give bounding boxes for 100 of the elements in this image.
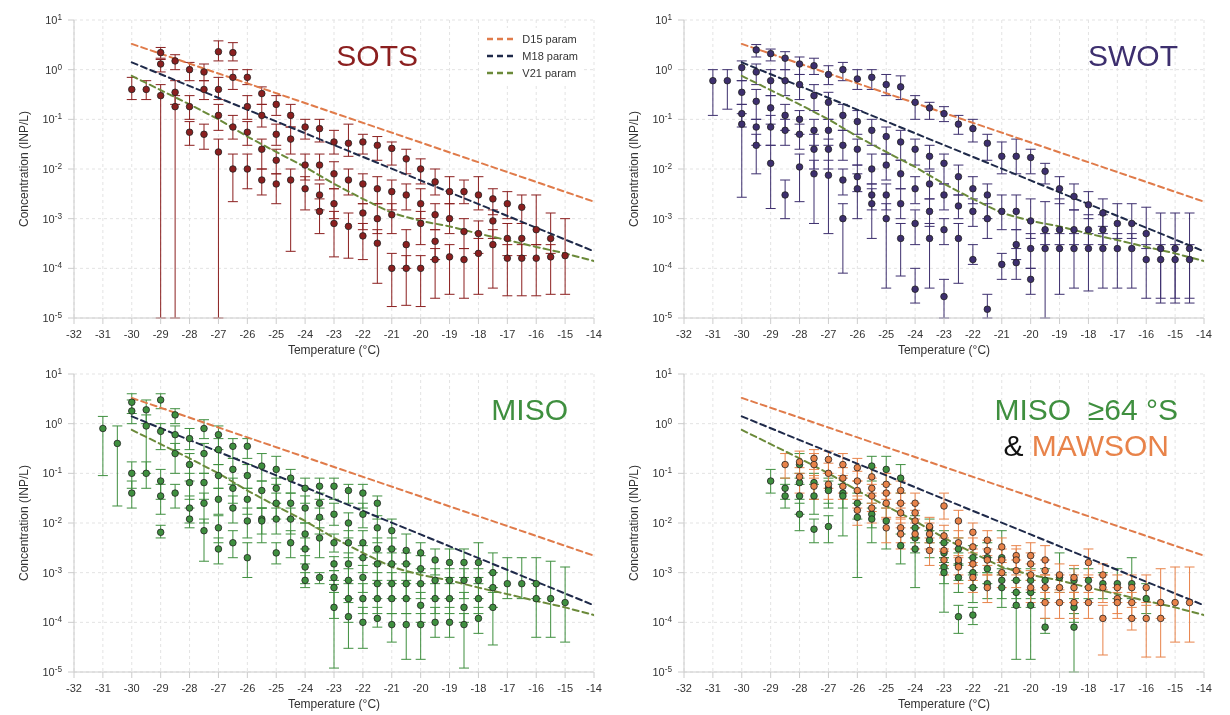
- series-label: SOTS: [336, 39, 418, 72]
- y-tick-label: 10$^{-1}$: [42, 111, 63, 126]
- x-tick-label: -27: [210, 328, 227, 340]
- x-tick-label: -26: [239, 328, 256, 340]
- x-axis-title: Temperature (°C): [897, 697, 991, 711]
- x-tick-label: -14: [1196, 682, 1212, 694]
- x-tick-label: -17: [499, 328, 516, 340]
- x-tick-label: -25: [268, 328, 285, 340]
- x-tick-label: -26: [239, 682, 256, 694]
- x-tick-label: -19: [1051, 328, 1068, 340]
- x-tick-label: -31: [704, 328, 721, 340]
- x-tick-label: -16: [528, 682, 545, 694]
- x-tick-label: -29: [762, 682, 779, 694]
- y-tick-label: 10$^{0}$: [655, 62, 673, 76]
- x-tick-label: -28: [791, 682, 808, 694]
- y-tick-label: 10$^{-4}$: [42, 614, 63, 629]
- x-tick-label: -19: [441, 682, 458, 694]
- x-tick-label: -31: [94, 682, 111, 694]
- x-tick-label: -21: [993, 328, 1010, 340]
- y-axis-title: Concentration (INP/L): [17, 110, 32, 228]
- y-axis-title: Concentration (INP/L): [627, 464, 642, 582]
- x-tick-label: -21: [383, 328, 400, 340]
- x-tick-label: -24: [297, 328, 314, 340]
- x-tick-label: -18: [1080, 682, 1097, 694]
- x-tick-label: -29: [762, 328, 779, 340]
- x-tick-label: -26: [849, 328, 866, 340]
- x-tick-label: -14: [1196, 328, 1212, 340]
- y-tick-label: 10$^{0}$: [45, 416, 63, 430]
- y-tick-label: 10$^{-1}$: [652, 465, 673, 480]
- y-tick-label: 10$^{1}$: [45, 366, 63, 380]
- x-tick-label: -29: [152, 328, 169, 340]
- x-tick-label: -30: [123, 682, 140, 694]
- x-tick-label: -18: [470, 682, 487, 694]
- x-tick-label: -28: [181, 682, 198, 694]
- x-tick-label: -14: [586, 328, 602, 340]
- y-tick-label: 10$^{-3}$: [42, 211, 63, 225]
- x-tick-label: -28: [181, 328, 198, 340]
- x-tick-label: -24: [907, 328, 924, 340]
- y-axis-title: Concentration (INP/L): [17, 464, 32, 582]
- x-tick-label: -17: [499, 682, 516, 694]
- x-tick-label: -30: [123, 328, 140, 340]
- x-tick-label: -15: [1167, 682, 1184, 694]
- y-tick-label: 10$^{-1}$: [42, 465, 63, 480]
- x-tick-label: -14: [586, 682, 602, 694]
- x-tick-label: -15: [557, 328, 574, 340]
- y-tick-label: 10$^{1}$: [655, 366, 673, 380]
- y-tick-label: 10$^{1}$: [655, 12, 673, 26]
- x-tick-label: -31: [94, 328, 111, 340]
- x-tick-label: -16: [528, 328, 545, 340]
- y-tick-label: 10$^{-5}$: [652, 310, 673, 324]
- x-tick-label: -22: [354, 328, 371, 340]
- x-tick-label: -27: [820, 682, 837, 694]
- x-tick-label: -20: [412, 682, 429, 694]
- x-tick-label: -26: [849, 682, 866, 694]
- x-tick-label: -20: [1022, 328, 1039, 340]
- x-tick-label: -19: [441, 328, 458, 340]
- x-tick-label: -29: [152, 682, 169, 694]
- x-axis-title: Temperature (°C): [287, 343, 381, 357]
- legend-label: D15 param: [522, 32, 577, 45]
- x-axis-title: Temperature (°C): [287, 697, 381, 711]
- x-tick-label: -25: [268, 682, 285, 694]
- x-tick-label: -15: [1167, 328, 1184, 340]
- x-tick-label: -20: [1022, 682, 1039, 694]
- x-tick-label: -21: [383, 682, 400, 694]
- legend-label: M18 param: [522, 49, 578, 62]
- x-tick-label: -28: [791, 328, 808, 340]
- x-tick-label: -23: [326, 328, 342, 340]
- y-tick-label: 10$^{-4}$: [652, 260, 673, 275]
- text: MISO ≥64 °S: [994, 393, 1178, 426]
- y-tick-label: 10$^{-5}$: [42, 664, 63, 678]
- x-tick-label: -18: [1080, 328, 1097, 340]
- y-tick-label: 10$^{-4}$: [652, 614, 673, 629]
- y-tick-label: 10$^{-2}$: [42, 515, 63, 529]
- y-tick-label: 10$^{-5}$: [42, 310, 63, 324]
- y-tick-label: 10$^{-3}$: [652, 565, 673, 579]
- y-axis-title: Concentration (INP/L): [627, 110, 642, 228]
- y-tick-label: 10$^{-1}$: [652, 111, 673, 126]
- x-tick-label: -23: [936, 682, 952, 694]
- legend-label: V21 param: [522, 66, 577, 79]
- x-tick-label: -16: [1138, 682, 1155, 694]
- x-axis-title: Temperature (°C): [897, 343, 991, 357]
- x-tick-label: -23: [326, 682, 342, 694]
- x-tick-label: -16: [1138, 328, 1155, 340]
- x-tick-label: -24: [297, 682, 314, 694]
- x-tick-label: -32: [66, 682, 82, 694]
- x-tick-label: -22: [354, 682, 371, 694]
- x-tick-label: -17: [1109, 682, 1126, 694]
- x-tick-label: -25: [878, 328, 895, 340]
- y-tick-label: 10$^{0}$: [655, 416, 673, 430]
- y-tick-label: 10$^{-2}$: [42, 161, 63, 175]
- y-tick-label: 10$^{-3}$: [42, 565, 63, 579]
- y-tick-label: 10$^{-2}$: [652, 515, 673, 529]
- x-tick-label: -27: [210, 682, 227, 694]
- x-tick-label: -32: [66, 328, 82, 340]
- x-tick-label: -30: [733, 328, 750, 340]
- y-tick-label: 10$^{1}$: [45, 12, 63, 26]
- y-tick-label: 10$^{-3}$: [652, 211, 673, 225]
- x-tick-label: -21: [993, 682, 1010, 694]
- x-tick-label: -24: [907, 682, 924, 694]
- y-tick-label: 10$^{-5}$: [652, 664, 673, 678]
